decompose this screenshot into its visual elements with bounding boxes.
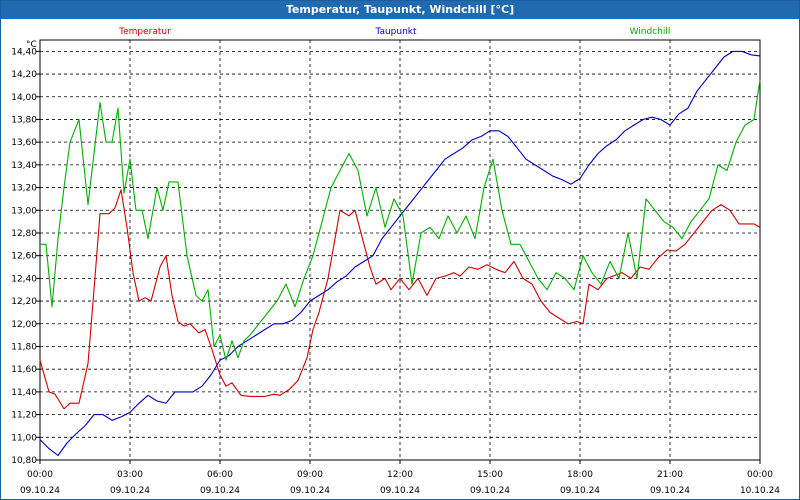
- series-group: [39, 50, 761, 457]
- series-line-temperatur: [39, 189, 761, 410]
- x-tick-date: 09.10.24: [290, 486, 330, 496]
- y-tick-label: 11,20: [11, 411, 37, 421]
- x-tick-time: 06:00: [207, 470, 233, 480]
- x-tick-time: 00:00: [747, 470, 773, 480]
- series-line-taupunkt: [39, 50, 761, 457]
- y-tick-label: 14,40: [11, 47, 37, 57]
- x-tick-date: 09.10.24: [560, 486, 600, 496]
- x-tick-date: 10.10.24: [740, 486, 780, 496]
- x-tick-date: 09.10.24: [470, 486, 510, 496]
- y-tick-label: 12,00: [11, 320, 37, 330]
- x-tick-date: 09.10.24: [110, 486, 150, 496]
- x-tick-date: 09.10.24: [650, 486, 690, 496]
- y-tick-label: 11,40: [11, 388, 37, 398]
- x-tick-time: 09:00: [297, 470, 323, 480]
- y-tick-label: 11,00: [11, 433, 37, 443]
- x-tick-time: 12:00: [387, 470, 413, 480]
- x-tick-date: 09.10.24: [380, 486, 420, 496]
- x-tick-time: 21:00: [657, 470, 683, 480]
- x-tick-time: 15:00: [477, 470, 503, 480]
- x-tick-date: 09.10.24: [20, 486, 60, 496]
- y-tick-label: 13,40: [11, 161, 37, 171]
- legend-temperatur: Temperatur: [118, 27, 171, 37]
- x-tick-time: 03:00: [117, 470, 143, 480]
- y-tick-label: 14,20: [11, 70, 37, 80]
- x-tick-time: 18:00: [567, 470, 593, 480]
- window-title: Temperatur, Taupunkt, Windchill [°C]: [1, 1, 799, 19]
- y-tick-label: 14,00: [11, 93, 37, 103]
- legend-taupunkt: Taupunkt: [374, 27, 417, 37]
- y-tick-label: 12,60: [11, 252, 37, 262]
- y-tick-label: 13,00: [11, 206, 37, 216]
- y-tick-label: 13,80: [11, 115, 37, 125]
- y-tick-label: 10,80: [11, 456, 37, 466]
- y-tick-label: 12,80: [11, 229, 37, 239]
- y-tick-label: 13,60: [11, 138, 37, 148]
- y-tick-label: 12,20: [11, 297, 37, 307]
- legend-windchill: Windchill: [630, 27, 671, 37]
- x-tick-date: 09.10.24: [200, 486, 240, 496]
- y-axis: 10,80 11,00 11,20 11,40 11,60 11,80 12,00 12,20…: [11, 47, 40, 466]
- y-tick-label: 11,80: [11, 342, 37, 352]
- y-tick-label: 13,20: [11, 184, 37, 194]
- x-axis: 00:00 09.10.24 03:00 09.10.24 06:00 09.10.24 0…: [20, 460, 780, 496]
- y-tick-label: 11,60: [11, 365, 37, 375]
- y-tick-label: 12,40: [11, 274, 37, 284]
- y-axis-unit: °C: [26, 40, 37, 50]
- series-line-windchill: [40, 79, 761, 361]
- x-tick-time: 00:00: [27, 470, 53, 480]
